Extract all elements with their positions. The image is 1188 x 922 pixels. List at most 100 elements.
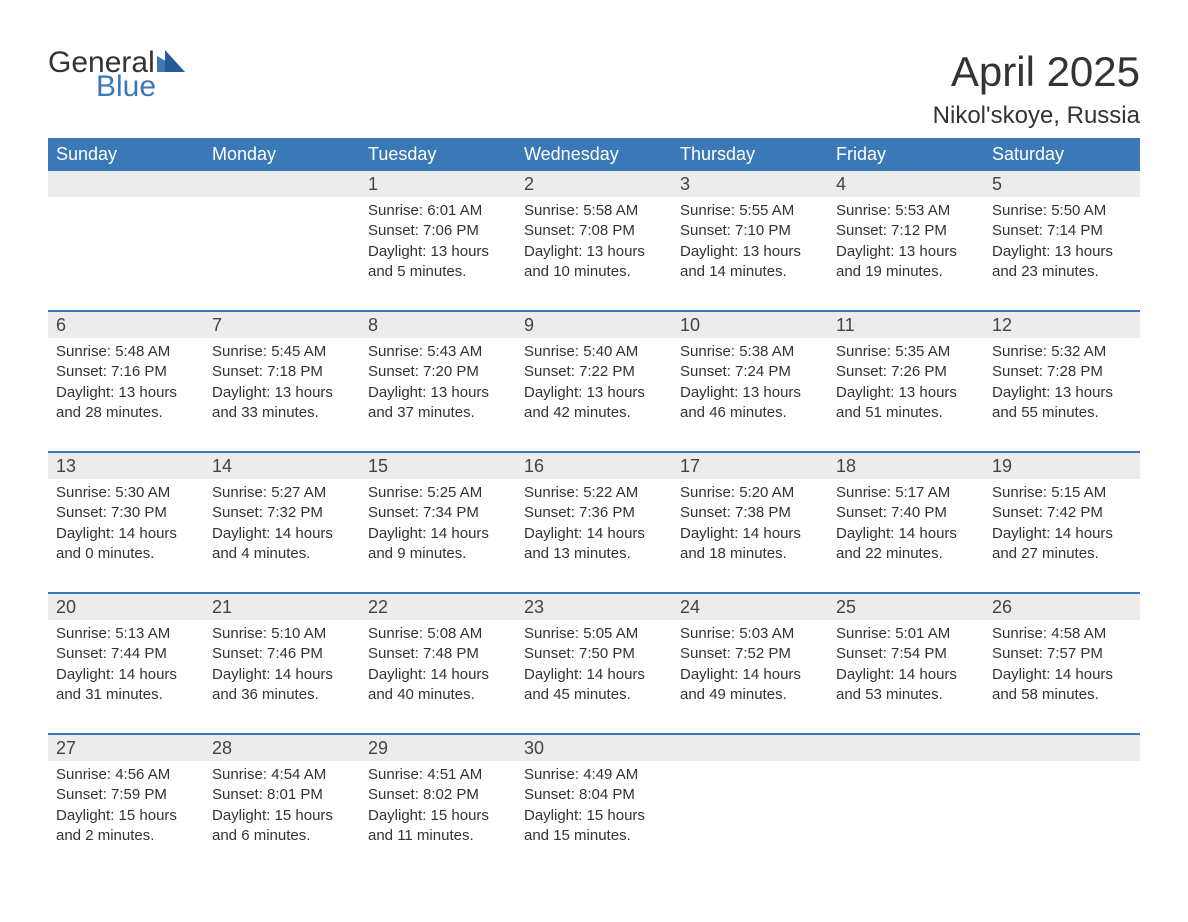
sunrise-line: Sunrise: 5:43 AM: [368, 342, 508, 362]
sunset-line: Sunset: 7:59 PM: [56, 785, 196, 805]
sunrise-line: Sunrise: 4:51 AM: [368, 765, 508, 785]
day-detail-cell: Sunrise: 5:35 AMSunset: 7:26 PMDaylight:…: [828, 338, 984, 452]
sunset-line: Sunset: 7:34 PM: [368, 503, 508, 523]
day-number-cell: 23: [516, 593, 672, 620]
sunset-line: Sunset: 7:50 PM: [524, 644, 664, 664]
daylight-line: Daylight: 15 hours and 2 minutes.: [56, 806, 196, 847]
day-detail-cell: [672, 761, 828, 874]
daylight-line: Daylight: 14 hours and 4 minutes.: [212, 524, 352, 565]
day-detail-cell: Sunrise: 5:50 AMSunset: 7:14 PMDaylight:…: [984, 197, 1140, 311]
sunset-line: Sunset: 7:42 PM: [992, 503, 1132, 523]
calendar-table: Sunday Monday Tuesday Wednesday Thursday…: [48, 138, 1140, 874]
day-detail-cell: Sunrise: 5:40 AMSunset: 7:22 PMDaylight:…: [516, 338, 672, 452]
day-number-cell: 29: [360, 734, 516, 761]
day-number-row: 12345: [48, 171, 1140, 197]
daylight-line: Daylight: 14 hours and 49 minutes.: [680, 665, 820, 706]
day-detail-row: Sunrise: 5:13 AMSunset: 7:44 PMDaylight:…: [48, 620, 1140, 734]
day-number-cell: 27: [48, 734, 204, 761]
sunset-line: Sunset: 7:12 PM: [836, 221, 976, 241]
daylight-line: Daylight: 13 hours and 55 minutes.: [992, 383, 1132, 424]
sunrise-line: Sunrise: 5:17 AM: [836, 483, 976, 503]
sunset-line: Sunset: 7:44 PM: [56, 644, 196, 664]
weekday-header: Sunday: [48, 138, 204, 171]
weekday-header: Tuesday: [360, 138, 516, 171]
location-label: Nikol'skoye, Russia: [933, 102, 1140, 130]
sunrise-line: Sunrise: 4:58 AM: [992, 624, 1132, 644]
day-number-cell: 25: [828, 593, 984, 620]
sunrise-line: Sunrise: 4:49 AM: [524, 765, 664, 785]
daylight-line: Daylight: 14 hours and 13 minutes.: [524, 524, 664, 565]
sunrise-line: Sunrise: 5:03 AM: [680, 624, 820, 644]
day-detail-cell: Sunrise: 5:22 AMSunset: 7:36 PMDaylight:…: [516, 479, 672, 593]
day-number-cell: 15: [360, 452, 516, 479]
day-number-cell: 10: [672, 311, 828, 338]
logo: General Blue: [48, 48, 185, 102]
sunset-line: Sunset: 7:30 PM: [56, 503, 196, 523]
day-number-cell: 14: [204, 452, 360, 479]
weekday-header-row: Sunday Monday Tuesday Wednesday Thursday…: [48, 138, 1140, 171]
daylight-line: Daylight: 13 hours and 19 minutes.: [836, 242, 976, 283]
day-detail-row: Sunrise: 6:01 AMSunset: 7:06 PMDaylight:…: [48, 197, 1140, 311]
day-number-cell: 6: [48, 311, 204, 338]
sunrise-line: Sunrise: 4:54 AM: [212, 765, 352, 785]
day-number-cell: 21: [204, 593, 360, 620]
daylight-line: Daylight: 14 hours and 53 minutes.: [836, 665, 976, 706]
day-detail-cell: Sunrise: 5:15 AMSunset: 7:42 PMDaylight:…: [984, 479, 1140, 593]
sunset-line: Sunset: 7:08 PM: [524, 221, 664, 241]
day-number-row: 6789101112: [48, 311, 1140, 338]
day-detail-cell: Sunrise: 5:25 AMSunset: 7:34 PMDaylight:…: [360, 479, 516, 593]
sunset-line: Sunset: 7:36 PM: [524, 503, 664, 523]
day-number-cell: 16: [516, 452, 672, 479]
sunset-line: Sunset: 8:01 PM: [212, 785, 352, 805]
sunrise-line: Sunrise: 5:50 AM: [992, 201, 1132, 221]
day-detail-cell: Sunrise: 5:43 AMSunset: 7:20 PMDaylight:…: [360, 338, 516, 452]
sunset-line: Sunset: 7:57 PM: [992, 644, 1132, 664]
sunset-line: Sunset: 7:26 PM: [836, 362, 976, 382]
weekday-header: Thursday: [672, 138, 828, 171]
sunset-line: Sunset: 7:46 PM: [212, 644, 352, 664]
header: General Blue April 2025 Nikol'skoye, Rus…: [48, 48, 1140, 130]
sunrise-line: Sunrise: 5:27 AM: [212, 483, 352, 503]
day-detail-cell: Sunrise: 5:30 AMSunset: 7:30 PMDaylight:…: [48, 479, 204, 593]
daylight-line: Daylight: 15 hours and 11 minutes.: [368, 806, 508, 847]
daylight-line: Daylight: 13 hours and 51 minutes.: [836, 383, 976, 424]
day-detail-cell: Sunrise: 4:51 AMSunset: 8:02 PMDaylight:…: [360, 761, 516, 874]
day-detail-cell: Sunrise: 5:38 AMSunset: 7:24 PMDaylight:…: [672, 338, 828, 452]
daylight-line: Daylight: 13 hours and 37 minutes.: [368, 383, 508, 424]
sunrise-line: Sunrise: 5:58 AM: [524, 201, 664, 221]
daylight-line: Daylight: 13 hours and 23 minutes.: [992, 242, 1132, 283]
weekday-header: Wednesday: [516, 138, 672, 171]
day-number-cell: [672, 734, 828, 761]
sunset-line: Sunset: 7:38 PM: [680, 503, 820, 523]
daylight-line: Daylight: 14 hours and 45 minutes.: [524, 665, 664, 706]
day-number-cell: 28: [204, 734, 360, 761]
day-detail-cell: Sunrise: 5:17 AMSunset: 7:40 PMDaylight:…: [828, 479, 984, 593]
sunrise-line: Sunrise: 5:20 AM: [680, 483, 820, 503]
day-number-cell: 2: [516, 171, 672, 197]
sunset-line: Sunset: 7:32 PM: [212, 503, 352, 523]
sunset-line: Sunset: 7:18 PM: [212, 362, 352, 382]
sunset-line: Sunset: 7:06 PM: [368, 221, 508, 241]
daylight-line: Daylight: 13 hours and 10 minutes.: [524, 242, 664, 283]
day-number-cell: 9: [516, 311, 672, 338]
day-number-cell: 1: [360, 171, 516, 197]
sunrise-line: Sunrise: 5:53 AM: [836, 201, 976, 221]
daylight-line: Daylight: 15 hours and 6 minutes.: [212, 806, 352, 847]
daylight-line: Daylight: 13 hours and 46 minutes.: [680, 383, 820, 424]
sunrise-line: Sunrise: 5:45 AM: [212, 342, 352, 362]
sunrise-line: Sunrise: 5:15 AM: [992, 483, 1132, 503]
day-detail-cell: [984, 761, 1140, 874]
daylight-line: Daylight: 14 hours and 22 minutes.: [836, 524, 976, 565]
daylight-line: Daylight: 14 hours and 9 minutes.: [368, 524, 508, 565]
day-number-cell: 20: [48, 593, 204, 620]
day-detail-cell: Sunrise: 5:03 AMSunset: 7:52 PMDaylight:…: [672, 620, 828, 734]
day-detail-cell: Sunrise: 4:58 AMSunset: 7:57 PMDaylight:…: [984, 620, 1140, 734]
day-number-cell: 5: [984, 171, 1140, 197]
sunrise-line: Sunrise: 5:35 AM: [836, 342, 976, 362]
sunset-line: Sunset: 8:02 PM: [368, 785, 508, 805]
sunset-line: Sunset: 7:52 PM: [680, 644, 820, 664]
sunrise-line: Sunrise: 4:56 AM: [56, 765, 196, 785]
sunrise-line: Sunrise: 5:25 AM: [368, 483, 508, 503]
sunset-line: Sunset: 7:28 PM: [992, 362, 1132, 382]
sunset-line: Sunset: 7:24 PM: [680, 362, 820, 382]
